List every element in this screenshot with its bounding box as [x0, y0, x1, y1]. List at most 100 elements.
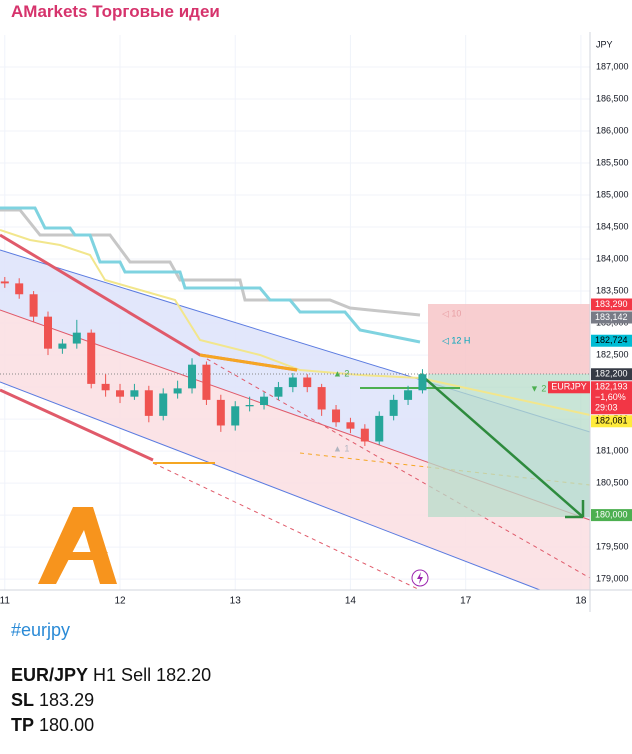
- post-bold: TP: [11, 715, 35, 735]
- post-text: 180.00: [39, 715, 95, 735]
- y-tick-label: 186,500: [596, 93, 629, 103]
- candle-body: [173, 388, 182, 394]
- stop-zone: [428, 304, 590, 374]
- post-line: TP 180.00: [11, 713, 211, 738]
- candle-body: [245, 405, 254, 407]
- post-line: SL 183.29: [11, 688, 211, 713]
- candle-body: [317, 387, 326, 410]
- price-label: 182,724: [595, 335, 628, 345]
- candle-body: [188, 364, 197, 389]
- candle-body: [116, 390, 125, 397]
- candle-body: [130, 390, 139, 397]
- price-label: 183,142: [595, 312, 628, 322]
- price-label-box: [591, 298, 632, 311]
- candle-body: [274, 387, 283, 397]
- y-tick-label: 183,500: [596, 285, 629, 295]
- candle-body: [44, 316, 53, 349]
- price-label-box: [591, 381, 632, 415]
- post-bold: EUR/JPY: [11, 665, 89, 685]
- trend-line: [199, 353, 298, 372]
- annotation: ◁ 10: [442, 308, 461, 318]
- x-tick-label: 11: [0, 596, 10, 607]
- currency-label: JPY: [596, 39, 613, 49]
- y-tick-label: 184,000: [596, 253, 629, 263]
- candle-body: [15, 283, 24, 295]
- x-tick-label: 12: [114, 596, 126, 607]
- indicator-line: [0, 229, 591, 416]
- candle-body: [360, 428, 369, 442]
- post-line: EUR/JPY H1 Sell 182.20: [11, 663, 211, 688]
- price-label-box: [591, 311, 632, 324]
- y-tick-label: 179,500: [596, 541, 629, 551]
- candle-body: [0, 281, 9, 284]
- symbol-label: EURJPY: [551, 382, 587, 392]
- x-tick-label: 14: [345, 596, 357, 607]
- countdown: 29:03: [595, 403, 618, 413]
- candle-body: [346, 422, 355, 429]
- x-tick-label: 17: [460, 596, 472, 607]
- x-tick-label: 13: [230, 596, 242, 607]
- channel-lower: [0, 310, 590, 590]
- trend-line: [0, 388, 154, 462]
- symbol-box: [548, 381, 590, 394]
- y-tick-label: 180,500: [596, 477, 629, 487]
- candle-body: [87, 332, 96, 384]
- candle-body: [375, 415, 384, 442]
- annotation: ◁ 12 H: [442, 335, 470, 345]
- candle-body: [202, 364, 211, 400]
- dashed-line: [152, 462, 421, 591]
- post-bold: SL: [11, 690, 35, 710]
- price-label: 182,081: [595, 416, 628, 426]
- candle-body: [404, 390, 413, 400]
- candle-body: [72, 332, 81, 344]
- price-change: −1,60%: [595, 392, 626, 402]
- x-tick-label: 18: [575, 596, 587, 607]
- candle-body: [288, 377, 297, 388]
- candle-body: [260, 396, 269, 405]
- candle-body: [216, 399, 225, 426]
- price-label: 182,193: [595, 382, 628, 392]
- candle-body: [29, 294, 38, 317]
- y-tick-label: 186,000: [596, 125, 629, 135]
- chart: ◁ 10 ◁ 12 H ▲ 2 ▼ 2 ▲ 1 JPY 179,000 179,5…: [0, 32, 632, 612]
- logo: [52, 552, 108, 560]
- annotation: ▲ 1: [333, 443, 349, 453]
- price-label: 183,290: [595, 299, 628, 309]
- post-text: H1 Sell 182.20: [93, 665, 212, 685]
- target-zone: [428, 374, 590, 517]
- channel-title: AMarkets Торговые идеи: [11, 2, 220, 21]
- candle-body: [231, 406, 240, 426]
- price-label-box: [591, 415, 632, 428]
- indicator-line: [0, 206, 421, 344]
- logo: [38, 507, 117, 584]
- candle-body: [303, 377, 312, 388]
- y-tick-label: 182,500: [596, 349, 629, 359]
- event-icon: [417, 572, 423, 584]
- candle-body: [144, 390, 153, 416]
- hashtag[interactable]: #eurjpy: [11, 620, 71, 640]
- y-tick-label: 184,500: [596, 221, 629, 231]
- dashed-line: [199, 354, 591, 579]
- y-tick-label: 187,000: [596, 61, 629, 71]
- y-tick-label: 179,000: [596, 573, 629, 583]
- candle-body: [101, 383, 110, 391]
- y-tick-label: 185,500: [596, 157, 629, 167]
- channel-line: [0, 381, 541, 591]
- candle-body: [332, 409, 341, 423]
- candle-body: [418, 374, 427, 391]
- y-tick-label: 185,000: [596, 189, 629, 199]
- post-text: #eurjpy EUR/JPY H1 Sell 182.20 SL 183.29…: [11, 620, 211, 738]
- post-text: 183.29: [39, 690, 95, 710]
- y-tick-label: 181,000: [596, 445, 629, 455]
- candle-body: [159, 393, 168, 416]
- annotation: ▲ 2: [333, 368, 349, 378]
- candle-body: [58, 343, 67, 349]
- trade-arrow: [419, 373, 584, 518]
- candle-body: [389, 399, 398, 416]
- annotation: ▼ 2: [530, 383, 546, 393]
- price-label-box: [591, 509, 632, 522]
- price-label-box: [591, 368, 632, 381]
- price-label: 182,200: [595, 369, 628, 379]
- price-label: 180,000: [595, 509, 628, 519]
